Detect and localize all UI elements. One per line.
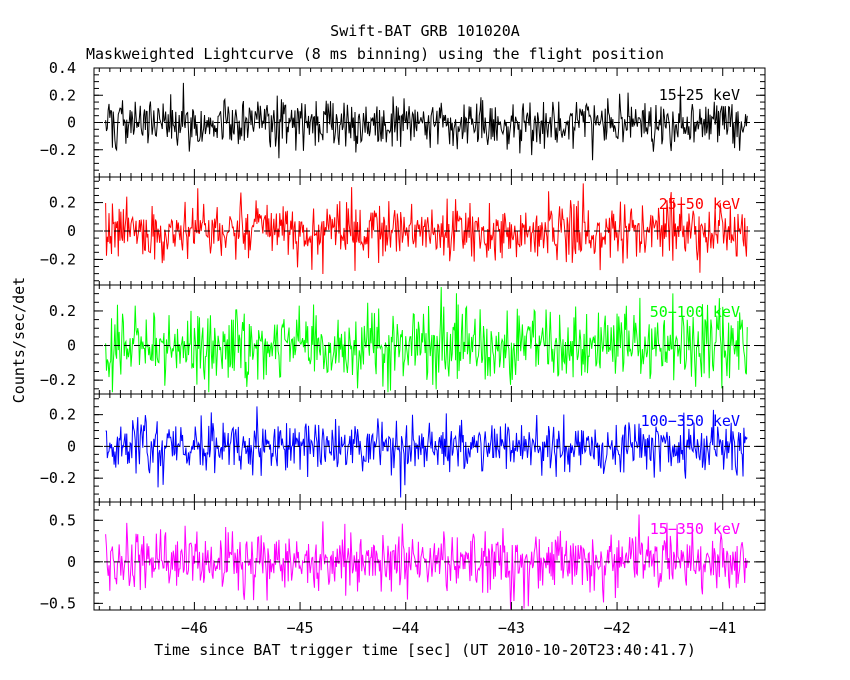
y-tick-label: −0.2 (40, 250, 76, 268)
panel-frame (93, 501, 766, 611)
panel-15-25-kev: −0.2 0 0.2 0.4 15−25 keV (40, 59, 766, 178)
energy-band-label: 15−25 keV (659, 86, 740, 104)
x-tick-label: −45 (287, 619, 314, 637)
lightcurve-trace (105, 183, 748, 275)
y-tick-label: 0.2 (49, 302, 76, 320)
energy-band-label: 25−50 keV (659, 195, 740, 213)
y-tick-label: 0.5 (49, 511, 76, 529)
chart-title: Swift-BAT GRB 101020A (330, 22, 520, 40)
y-tick-label: 0 (67, 114, 76, 132)
energy-band-label: 100−350 keV (641, 412, 740, 430)
y-tick-label: −0.2 (40, 371, 76, 389)
y-tick-label: 0 (67, 553, 76, 571)
x-tick-label: −44 (392, 619, 419, 637)
y-tick-label: 0.2 (49, 86, 76, 104)
x-tick-label: −42 (604, 619, 631, 637)
y-tick-label: 0 (67, 337, 76, 355)
panels: −0.200.20.415−25 keV−0.200.2 25−50 keV−0.… (40, 59, 766, 612)
y-tick-label: 0.2 (49, 194, 76, 212)
y-tick-label: 0 (67, 437, 76, 455)
energy-band-label: 15−350 keV (650, 520, 740, 538)
x-tick-label: −46 (181, 619, 208, 637)
x-tick-label: −43 (498, 619, 525, 637)
panel-15-350-kev: −0.5 0 0.5 15−350 keV (40, 501, 766, 612)
x-axis-ticks: −46 −45 −44 −43 −42 −41 (181, 619, 736, 637)
y-tick-label: −0.2 (40, 469, 76, 487)
x-tick-label: −41 (709, 619, 736, 637)
panel-25-50-kev: −0.2 0 0.2 25−50 keV (40, 176, 766, 286)
lightcurve-trace (105, 82, 748, 161)
energy-band-label: 50−100 keV (650, 303, 740, 321)
lightcurve-trace (105, 514, 748, 610)
lightcurve-trace (105, 406, 748, 498)
y-tick-label: 0.4 (49, 59, 76, 77)
lightcurve-trace (105, 287, 748, 393)
x-axis-label: Time since BAT trigger time [sec] (UT 20… (154, 641, 696, 659)
y-tick-label: 0.2 (49, 406, 76, 424)
y-tick-label: −0.5 (40, 594, 76, 612)
y-axis-label: Counts/sec/det (10, 277, 28, 403)
y-tick-label: −0.2 (40, 141, 76, 159)
y-tick-label: 0 (67, 222, 76, 240)
panel-100-350-kev: −0.2 0 0.2 100−350 keV (40, 393, 766, 503)
chart-subtitle: Maskweighted Lightcurve (8 ms binning) u… (86, 45, 664, 63)
